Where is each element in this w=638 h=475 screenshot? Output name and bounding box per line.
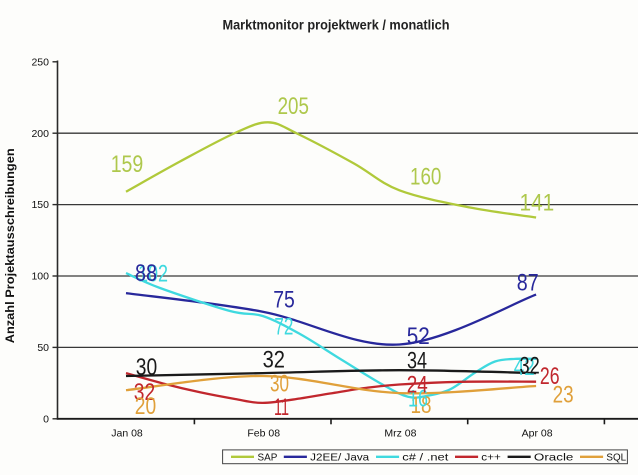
- svg-text:141: 141: [520, 190, 555, 217]
- svg-text:0: 0: [43, 413, 49, 425]
- svg-text:50: 50: [37, 342, 49, 354]
- svg-text:Anzahl Projektausschreibungen: Anzahl Projektausschreibungen: [3, 148, 17, 343]
- svg-text:c# / .net: c# / .net: [402, 451, 448, 463]
- svg-text:16: 16: [408, 386, 428, 413]
- svg-text:42: 42: [514, 354, 535, 381]
- svg-text:205: 205: [278, 93, 309, 120]
- svg-text:88: 88: [135, 260, 157, 287]
- svg-text:Apr 08: Apr 08: [522, 427, 553, 439]
- svg-text:30: 30: [270, 371, 289, 398]
- svg-text:Feb 08: Feb 08: [247, 427, 280, 439]
- svg-text:Oracle: Oracle: [534, 451, 574, 463]
- svg-text:23: 23: [553, 382, 574, 409]
- svg-text:160: 160: [410, 164, 441, 191]
- svg-text:Mrz 08: Mrz 08: [384, 427, 416, 439]
- svg-text:20: 20: [135, 393, 156, 420]
- svg-text:26: 26: [540, 363, 560, 390]
- svg-text:32: 32: [134, 379, 155, 406]
- svg-text:32: 32: [263, 347, 285, 374]
- svg-text:SQL: SQL: [606, 451, 626, 463]
- svg-text:32: 32: [520, 353, 540, 380]
- svg-text:250: 250: [31, 56, 49, 68]
- svg-text:Jan 08: Jan 08: [111, 427, 143, 439]
- svg-text:72: 72: [274, 314, 293, 341]
- svg-text:30: 30: [136, 354, 157, 381]
- svg-text:34: 34: [407, 347, 427, 374]
- svg-text:24: 24: [407, 372, 428, 399]
- svg-text:Marktmonitor projektwerk / mon: Marktmonitor projektwerk / monatlich: [223, 17, 450, 33]
- svg-text:18: 18: [411, 392, 432, 419]
- svg-text:150: 150: [31, 199, 49, 211]
- svg-text:159: 159: [111, 151, 144, 178]
- svg-text:102: 102: [138, 261, 168, 288]
- svg-text:11: 11: [274, 394, 289, 421]
- svg-text:87: 87: [517, 269, 539, 296]
- svg-text:200: 200: [31, 128, 49, 140]
- svg-text:c++: c++: [481, 451, 501, 463]
- svg-text:SAP: SAP: [258, 451, 278, 463]
- svg-text:75: 75: [273, 287, 295, 314]
- svg-text:J2EE/ Java: J2EE/ Java: [310, 451, 369, 463]
- svg-text:52: 52: [407, 323, 430, 350]
- svg-text:100: 100: [31, 271, 49, 283]
